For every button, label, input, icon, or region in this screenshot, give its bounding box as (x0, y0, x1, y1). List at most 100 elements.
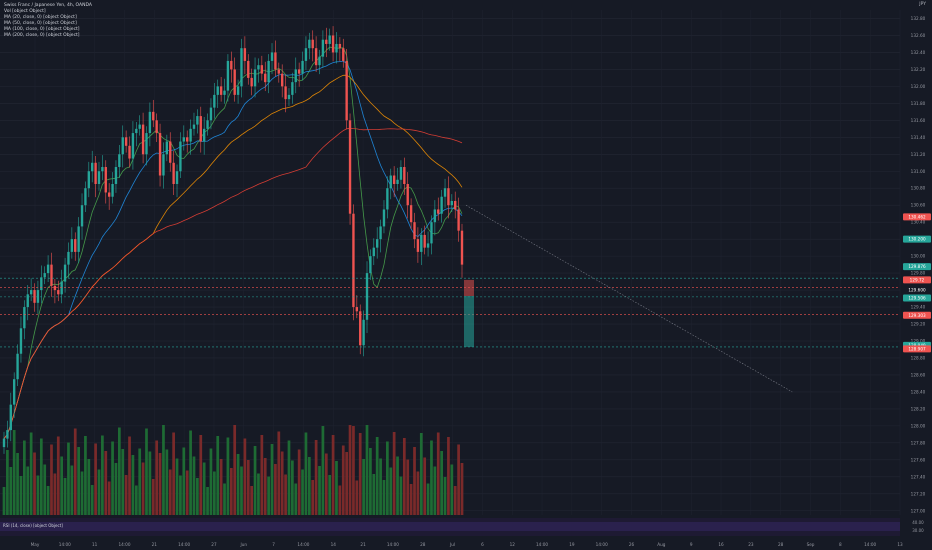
candle-body (141, 124, 145, 155)
candle-body (104, 167, 107, 193)
oscillator-band (0, 522, 900, 531)
volume-bar (335, 461, 338, 515)
legend-ma-4[interactable]: MA (200, close, 0) [object Object] (4, 33, 80, 38)
candle-body (375, 239, 379, 248)
candle-body (16, 353, 19, 380)
x-tick-label: Sep (807, 542, 815, 547)
y-tick-label: 129.20 (911, 322, 926, 327)
candle-body (230, 60, 233, 70)
x-tick-label: 14:00 (178, 542, 190, 547)
candle-body (213, 94, 216, 108)
volume-bar (423, 457, 427, 515)
currency-label[interactable]: JPY (919, 2, 926, 7)
volume-bar (165, 449, 169, 515)
candle-body (308, 39, 311, 49)
candle-body (53, 285, 57, 291)
candle-body (447, 188, 450, 206)
candle-body (416, 239, 420, 252)
candle-body (274, 52, 277, 70)
candle-body (457, 209, 460, 231)
candle-body (291, 82, 294, 95)
candle-body (355, 307, 359, 312)
price-axis[interactable]: 132.80 132.60 132.40 132.20 132.00 131.80 131.… (911, 16, 926, 533)
volume-bar (450, 464, 454, 515)
candle-body (287, 94, 291, 100)
candle-body (301, 60, 304, 74)
volume-bar (291, 460, 294, 515)
candle-body (338, 43, 342, 49)
candle-body (430, 222, 433, 244)
symbol-title[interactable]: Swiss Franc / Japanese Yen, 4h, OANDA (4, 3, 92, 8)
x-tick-label: May (31, 542, 40, 547)
candle-body (264, 73, 267, 83)
volume-bar (236, 454, 240, 515)
candle-body (209, 107, 213, 121)
volume-bar (155, 440, 159, 515)
volume-bars (2, 425, 464, 515)
x-tick-label: 14:00 (387, 542, 399, 547)
volume-bar (16, 453, 19, 515)
volume-bar (240, 466, 243, 515)
volume-bar (386, 441, 389, 515)
volume-bar (311, 480, 315, 515)
y-tick-label: 128.00 (911, 423, 926, 428)
x-tick-label: 7 (272, 542, 275, 547)
x-tick-label: 16 (718, 542, 724, 547)
price-tag: 129.506 (903, 294, 931, 302)
legend-volume[interactable]: Vol [object Object] (4, 9, 46, 14)
volume-bar (270, 444, 274, 515)
volume-bar (440, 451, 444, 515)
legend-ma-2[interactable]: MA (50, close, 0) [object Object] (4, 21, 77, 26)
volume-bar (19, 476, 23, 515)
volume-bar (402, 438, 406, 515)
candle-body (325, 39, 328, 44)
volume-bar (121, 449, 125, 515)
y-tick-label: 132.60 (911, 33, 926, 38)
candle-body (403, 167, 406, 184)
volume-bar (355, 480, 359, 515)
time-axis[interactable]: May 14:00 11 14:00 21 14:00 27 Jun 7 14:00 14 21 14:… (31, 542, 903, 547)
y-tick-label: 131.00 (911, 169, 926, 174)
trendline (465, 204, 793, 393)
svg-text:130.200: 130.200 (908, 237, 926, 242)
volume-bar (345, 452, 349, 515)
candle-body (57, 290, 60, 295)
volume-bar (12, 430, 16, 515)
candle-body (321, 39, 325, 57)
volume-bar (196, 478, 199, 515)
candle-body (70, 239, 74, 252)
volume-bar (406, 459, 410, 515)
oscillator-label[interactable]: RSI (14, close) [object Object] (3, 523, 63, 528)
candle-body (267, 60, 270, 83)
svg-text:129.876: 129.876 (908, 264, 926, 269)
volume-bar (101, 435, 104, 515)
candle-body (97, 171, 101, 184)
candle-body (162, 154, 165, 176)
x-tick-label: 13 (897, 542, 903, 547)
volume-bar (263, 458, 267, 515)
price-tag: 129.303 (903, 311, 931, 319)
volume-bar (2, 487, 6, 515)
legend-ma-1[interactable]: MA (20, close, 0) [object Object] (4, 15, 77, 20)
legend-ma-3[interactable]: MA (100, close, 0) [object Object] (4, 27, 80, 32)
candle-body (277, 69, 280, 74)
volume-bar (280, 451, 284, 515)
volume-bar (60, 456, 64, 515)
candle-body (186, 137, 189, 142)
candle-body (437, 209, 440, 214)
x-tick-label: 28 (420, 542, 426, 547)
volume-bar (216, 436, 220, 515)
candle-body (294, 69, 297, 83)
candle-body (216, 86, 219, 95)
candle-body (19, 328, 23, 354)
svg-text:129.600: 129.600 (908, 288, 926, 293)
volume-bar (433, 466, 437, 515)
y-tick-label: 127.00 (911, 508, 926, 513)
price-tags: 130.462 130.200 129.876 129.72 129.600 129.50… (903, 213, 931, 353)
volume-bar (223, 483, 226, 515)
candle-body (226, 60, 230, 91)
x-tick-label: 14:00 (596, 542, 608, 547)
candle-body (297, 69, 301, 74)
volume-bar (375, 437, 379, 515)
